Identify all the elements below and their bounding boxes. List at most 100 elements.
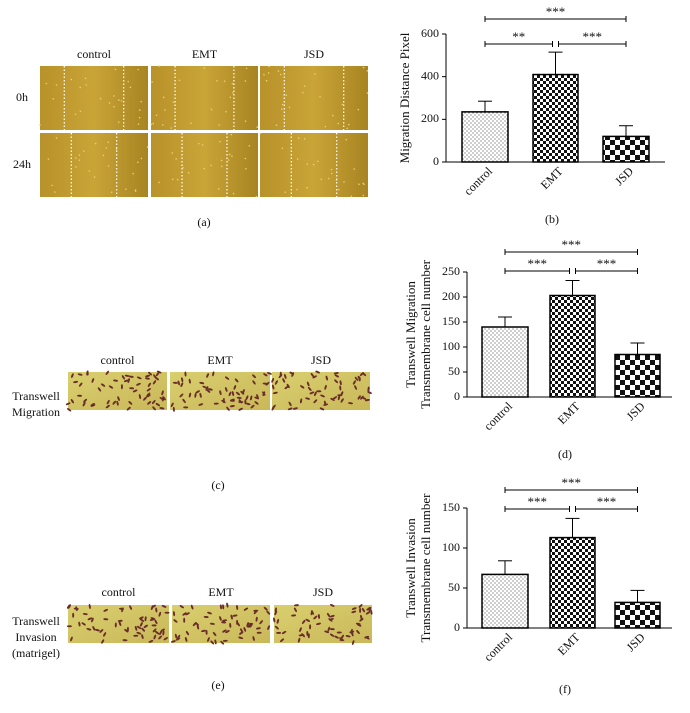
cell (273, 617, 276, 623)
cell (151, 81, 153, 83)
cell (345, 635, 351, 638)
cell (337, 188, 340, 191)
cell (229, 405, 235, 408)
cell (239, 631, 244, 635)
cell (327, 626, 331, 632)
cell (108, 385, 114, 389)
cell (245, 167, 247, 170)
cell (294, 604, 300, 607)
cell (334, 379, 339, 384)
cell (118, 621, 122, 627)
cell (145, 374, 151, 378)
cell (229, 96, 232, 99)
cell (280, 638, 285, 643)
cell (267, 72, 270, 74)
cell (281, 108, 283, 110)
cell (225, 376, 230, 380)
micrograph (260, 66, 368, 130)
cell (271, 405, 275, 411)
cell (121, 375, 125, 380)
cell (341, 103, 344, 106)
significance-label: *** (562, 237, 582, 252)
cell (238, 407, 243, 411)
column-label: JSD (313, 585, 333, 599)
cell (125, 188, 127, 190)
cell (102, 154, 105, 157)
cell (307, 633, 310, 639)
cell (74, 157, 77, 159)
cell (357, 395, 361, 400)
column-label: EMT (192, 47, 218, 61)
cell (328, 618, 333, 622)
cell (78, 159, 81, 161)
cell (150, 605, 154, 610)
cell (222, 639, 228, 642)
cell (284, 374, 287, 379)
cell (263, 73, 265, 76)
cell (92, 626, 96, 631)
cell (229, 622, 232, 628)
cell (354, 376, 359, 381)
y-tick-label: 400 (421, 68, 439, 82)
y-axis-label: Transwell Invasion (403, 518, 418, 618)
cell (120, 384, 123, 390)
cell (234, 378, 239, 383)
cell (152, 628, 157, 633)
cell (314, 73, 316, 75)
cell (287, 407, 293, 411)
cell (113, 95, 115, 97)
cell (329, 614, 335, 618)
cell (253, 609, 259, 612)
row-label: Invasion (15, 630, 56, 644)
cell (275, 124, 278, 127)
cell (148, 371, 153, 376)
cell (146, 146, 149, 148)
cell (259, 620, 263, 625)
cell (300, 385, 305, 389)
cell (55, 84, 58, 86)
cell (370, 609, 373, 615)
cell (66, 625, 72, 628)
cell (350, 195, 353, 198)
cell (182, 612, 187, 616)
cell (205, 629, 208, 635)
cell (245, 67, 248, 70)
cell (355, 622, 361, 625)
cell (229, 399, 235, 402)
cell (188, 392, 192, 398)
cell (156, 370, 162, 374)
cell (145, 377, 150, 380)
cell (70, 399, 74, 404)
cell (313, 615, 318, 620)
y-tick-label: 100 (442, 540, 460, 554)
cell (91, 617, 94, 623)
cell (230, 133, 233, 136)
cell (86, 370, 89, 376)
cell (266, 610, 271, 615)
cell (199, 392, 202, 398)
cell (202, 385, 208, 389)
y-tick-label: 100 (442, 339, 460, 353)
cell (324, 384, 327, 390)
cell (320, 178, 323, 180)
cell (87, 617, 93, 621)
cell (337, 395, 341, 401)
cell (353, 168, 355, 170)
cell (81, 622, 86, 626)
bar (532, 73, 579, 163)
cell (136, 631, 142, 635)
cell (232, 614, 238, 617)
cell (351, 610, 357, 614)
cell (185, 630, 190, 636)
cell (195, 390, 200, 394)
cell (367, 386, 370, 392)
bar (549, 294, 596, 398)
cell (312, 375, 317, 379)
significance-label: *** (528, 256, 548, 271)
y-tick-label: 150 (442, 500, 460, 514)
cell (108, 102, 111, 104)
cell (236, 622, 240, 627)
cell (83, 150, 85, 152)
cell (219, 140, 221, 143)
